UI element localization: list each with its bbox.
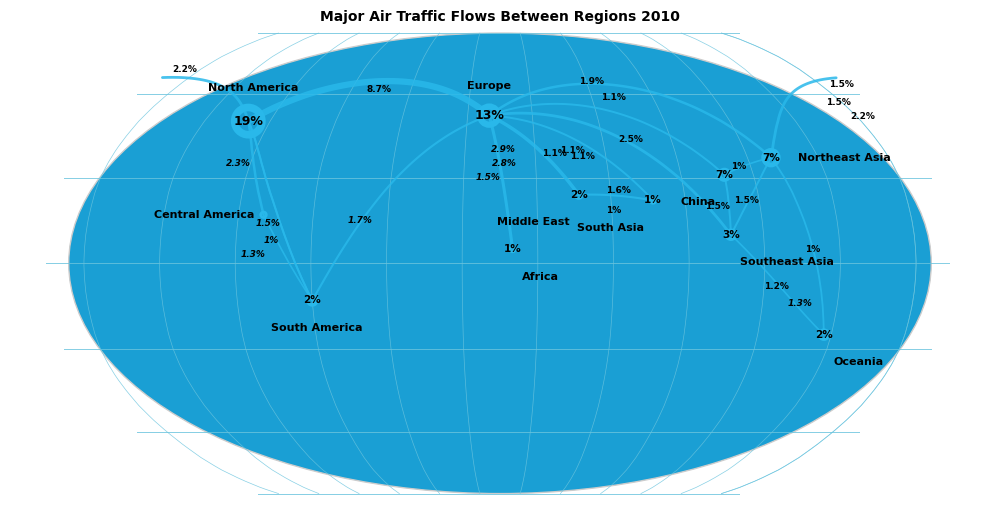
Text: 1.1%: 1.1% <box>542 149 567 157</box>
Text: 1.2%: 1.2% <box>764 282 789 291</box>
Text: 1.6%: 1.6% <box>606 186 630 195</box>
Text: 1.5%: 1.5% <box>829 80 854 89</box>
Text: Southeast Asia: Southeast Asia <box>740 258 834 267</box>
Text: 2%: 2% <box>815 330 833 340</box>
Text: 1%: 1% <box>805 245 820 253</box>
Text: 2.8%: 2.8% <box>492 159 517 168</box>
Text: 13%: 13% <box>474 109 504 122</box>
Ellipse shape <box>69 33 931 494</box>
Text: Central America: Central America <box>154 210 254 220</box>
Text: 1.3%: 1.3% <box>788 299 812 308</box>
Text: 1.1%: 1.1% <box>570 151 595 161</box>
Text: 1.5%: 1.5% <box>706 202 730 211</box>
Text: North America: North America <box>208 83 298 93</box>
Text: Oceania: Oceania <box>833 358 883 367</box>
Text: 1.1%: 1.1% <box>601 93 626 102</box>
Text: South Asia: South Asia <box>577 223 644 233</box>
Text: 1%: 1% <box>606 206 622 215</box>
Text: Major Air Traffic Flows Between Regions 2010: Major Air Traffic Flows Between Regions … <box>320 10 680 24</box>
Text: Middle East: Middle East <box>497 218 570 227</box>
Text: 1.5%: 1.5% <box>734 196 759 205</box>
Text: 2.2%: 2.2% <box>850 112 875 121</box>
Text: 8.7%: 8.7% <box>367 85 392 94</box>
Text: 1%: 1% <box>644 195 662 206</box>
Text: Northeast Asia: Northeast Asia <box>798 153 891 163</box>
Text: 2%: 2% <box>570 190 588 200</box>
Text: 2.2%: 2.2% <box>172 65 197 74</box>
Text: 2.3%: 2.3% <box>225 159 250 168</box>
Text: 1%: 1% <box>264 236 279 245</box>
Text: Africa: Africa <box>522 272 559 282</box>
Text: 1%: 1% <box>731 162 746 171</box>
Text: 1.5%: 1.5% <box>255 219 280 228</box>
Text: 1.1%: 1.1% <box>560 146 585 155</box>
Text: 1%: 1% <box>504 244 521 254</box>
Text: South America: South America <box>271 323 363 333</box>
Text: 2%: 2% <box>303 295 321 305</box>
Text: 2.5%: 2.5% <box>619 134 643 144</box>
Text: Europe: Europe <box>467 81 511 91</box>
Text: 1.5%: 1.5% <box>475 173 500 182</box>
Text: 1.5%: 1.5% <box>826 98 851 107</box>
Text: 19%: 19% <box>233 114 263 128</box>
Text: 2.9%: 2.9% <box>491 145 516 154</box>
Text: 7%: 7% <box>715 170 733 180</box>
Text: 1.3%: 1.3% <box>241 250 266 259</box>
Text: 1.9%: 1.9% <box>579 77 604 87</box>
Text: 7%: 7% <box>762 153 780 163</box>
Text: 1.7%: 1.7% <box>348 216 373 225</box>
Text: China: China <box>680 198 715 207</box>
Text: 3%: 3% <box>722 230 740 240</box>
